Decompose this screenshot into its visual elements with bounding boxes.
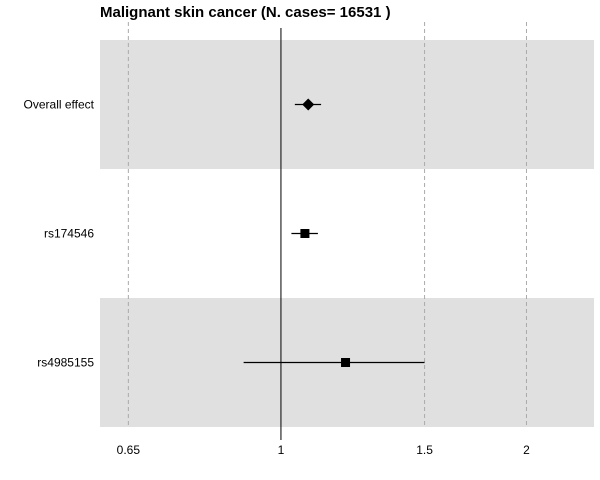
row-band bbox=[100, 40, 594, 169]
x-tick-label: 1.5 bbox=[416, 443, 433, 457]
row-label: rs4985155 bbox=[37, 356, 94, 370]
chart-title: Malignant skin cancer (N. cases= 16531 ) bbox=[100, 4, 391, 21]
estimate-square bbox=[300, 229, 310, 238]
row-label: rs174546 bbox=[44, 227, 94, 241]
x-tick-label: 2 bbox=[523, 443, 530, 457]
estimate-diamond bbox=[302, 98, 315, 111]
row-label: Overall effect bbox=[24, 98, 95, 112]
estimate-square bbox=[341, 358, 351, 367]
x-tick-label: 0.65 bbox=[117, 443, 141, 457]
x-tick-label: 1 bbox=[278, 443, 285, 457]
